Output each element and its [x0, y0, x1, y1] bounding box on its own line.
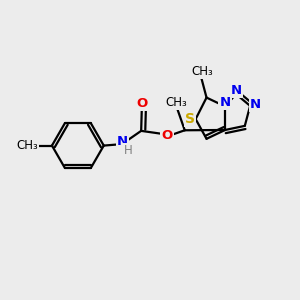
- Text: H: H: [124, 144, 133, 157]
- Text: CH₃: CH₃: [16, 139, 38, 152]
- Text: CH₃: CH₃: [165, 96, 187, 109]
- Text: S: S: [185, 112, 195, 126]
- Text: CH₃: CH₃: [191, 64, 213, 78]
- Text: O: O: [136, 97, 147, 110]
- Text: N: N: [231, 84, 242, 97]
- Text: N: N: [220, 95, 231, 109]
- Text: O: O: [161, 129, 173, 142]
- Text: N: N: [117, 135, 128, 148]
- Text: N: N: [250, 98, 261, 111]
